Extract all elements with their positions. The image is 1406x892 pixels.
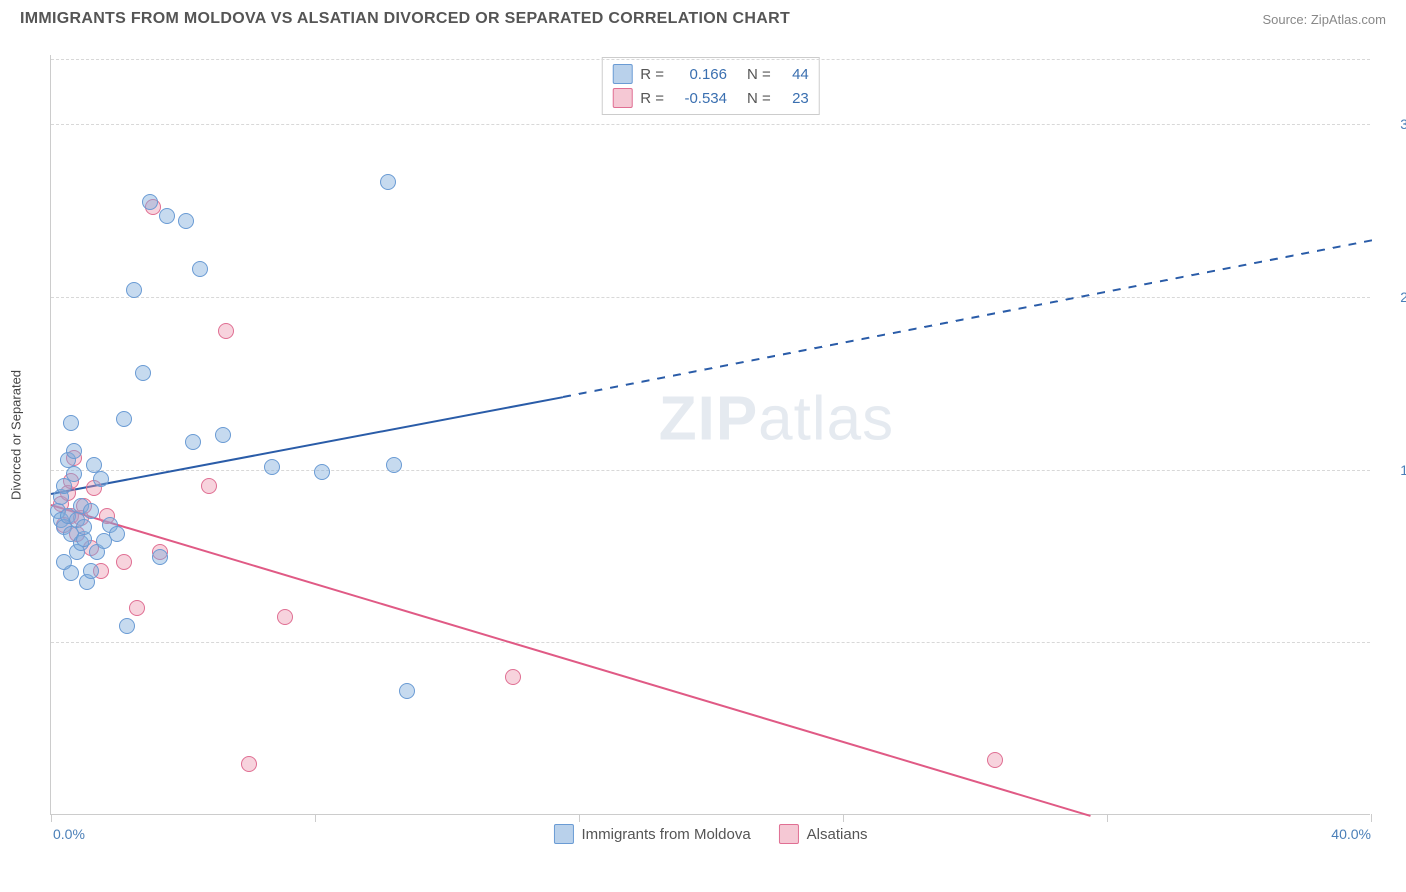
data-point (264, 459, 280, 475)
data-point (66, 466, 82, 482)
correlation-legend: R = 0.166 N = 44 R = -0.534 N = 23 (601, 57, 820, 115)
data-point (399, 683, 415, 699)
data-point (277, 609, 293, 625)
data-point (142, 194, 158, 210)
data-point (56, 554, 72, 570)
data-point (116, 554, 132, 570)
scatter-chart: Divorced or Separated ZIPatlas R =0.166N… (50, 55, 1370, 815)
y-tick-label: 7.5% (1380, 634, 1406, 650)
watermark-bold: ZIP (659, 385, 758, 454)
gridline (51, 124, 1370, 125)
data-point (126, 282, 142, 298)
n-label: N = (747, 90, 771, 107)
y-axis-label: Divorced or Separated (9, 369, 24, 499)
watermark: ZIPatlas (659, 384, 894, 455)
source-prefix: Source: (1262, 12, 1310, 27)
data-point (386, 457, 402, 473)
data-point (505, 669, 521, 685)
x-tick (315, 814, 316, 822)
data-point (63, 415, 79, 431)
x-tick (1107, 814, 1108, 822)
legend-label: Immigrants from Moldova (581, 826, 750, 843)
r-label: R = (640, 90, 664, 107)
gridline (51, 642, 1370, 643)
n-value: 44 (779, 66, 809, 83)
n-label: N = (747, 66, 771, 83)
data-point (152, 549, 168, 565)
data-point (109, 526, 125, 542)
legend-item: Immigrants from Moldova (553, 824, 750, 844)
data-point (178, 213, 194, 229)
r-value: -0.534 (672, 90, 727, 107)
data-point (185, 434, 201, 450)
legend-label: Alsatians (807, 826, 868, 843)
legend-row: R = -0.534 N = 23 (612, 86, 809, 110)
legend-swatch (553, 824, 573, 844)
gridline (51, 59, 1370, 60)
x-tick-label: 40.0% (1331, 826, 1371, 842)
x-tick (1371, 814, 1372, 822)
data-point (135, 365, 151, 381)
legend-swatch (612, 64, 632, 84)
chart-header: IMMIGRANTS FROM MOLDOVA VS ALSATIAN DIVO… (0, 0, 1406, 34)
data-point (987, 752, 1003, 768)
source-attribution: Source: ZipAtlas.com (1262, 12, 1386, 27)
source-name: ZipAtlas.com (1311, 12, 1386, 27)
legend-item: Alsatians (779, 824, 868, 844)
legend-row: R = 0.166 N = 44 (612, 62, 809, 86)
data-point (218, 323, 234, 339)
r-value: 0.166 (672, 66, 727, 83)
y-tick-label: 15.0% (1380, 462, 1406, 478)
y-tick-label: 22.5% (1380, 289, 1406, 305)
data-point (76, 519, 92, 535)
n-value: 23 (779, 90, 809, 107)
data-point (83, 503, 99, 519)
data-point (241, 756, 257, 772)
x-tick-label: 0.0% (53, 826, 85, 842)
legend-swatch (612, 88, 632, 108)
x-tick (51, 814, 52, 822)
data-point (215, 427, 231, 443)
series-legend: Immigrants from Moldova Alsatians (553, 824, 867, 844)
legend-swatch (779, 824, 799, 844)
data-point (129, 600, 145, 616)
gridline (51, 297, 1370, 298)
trend-line (51, 504, 1091, 817)
data-point (119, 618, 135, 634)
data-point (116, 411, 132, 427)
gridline (51, 470, 1370, 471)
watermark-light: atlas (758, 385, 894, 454)
data-point (314, 464, 330, 480)
y-tick-label: 30.0% (1380, 116, 1406, 132)
data-point (201, 478, 217, 494)
data-point (93, 471, 109, 487)
r-label: R = (640, 66, 664, 83)
x-tick (843, 814, 844, 822)
x-tick (579, 814, 580, 822)
data-point (83, 563, 99, 579)
data-point (192, 261, 208, 277)
data-point (380, 174, 396, 190)
data-point (66, 443, 82, 459)
data-point (159, 208, 175, 224)
trend-line (562, 239, 1371, 398)
chart-title: IMMIGRANTS FROM MOLDOVA VS ALSATIAN DIVO… (20, 10, 790, 28)
trend-line (51, 396, 563, 495)
